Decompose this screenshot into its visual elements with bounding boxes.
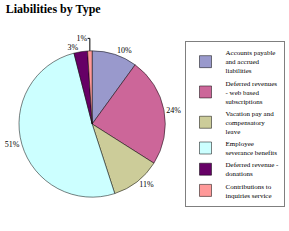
svg-text:Liabilities by Type: Liabilities by Type xyxy=(6,2,102,16)
svg-text:51%: 51% xyxy=(5,140,20,149)
svg-text:Contributions toinquiries serv: Contributions toinquiries service xyxy=(226,183,272,200)
svg-text:Employeeseverance benefits: Employeeseverance benefits xyxy=(226,140,278,157)
svg-text:1%: 1% xyxy=(77,34,88,43)
svg-text:Accounts payableand accruedlia: Accounts payableand accruedliabilities xyxy=(226,49,276,75)
svg-text:24%: 24% xyxy=(166,106,181,115)
svg-text:Vacation pay andcompensatoryle: Vacation pay andcompensatoryleave xyxy=(226,110,275,136)
svg-text:Deferred revenues- web basedsu: Deferred revenues- web basedsubscription… xyxy=(226,80,278,106)
svg-text:Deferred revenue -donations: Deferred revenue -donations xyxy=(226,161,280,178)
svg-text:10%: 10% xyxy=(117,46,132,55)
svg-text:3%: 3% xyxy=(67,43,78,52)
svg-text:11%: 11% xyxy=(139,180,154,189)
